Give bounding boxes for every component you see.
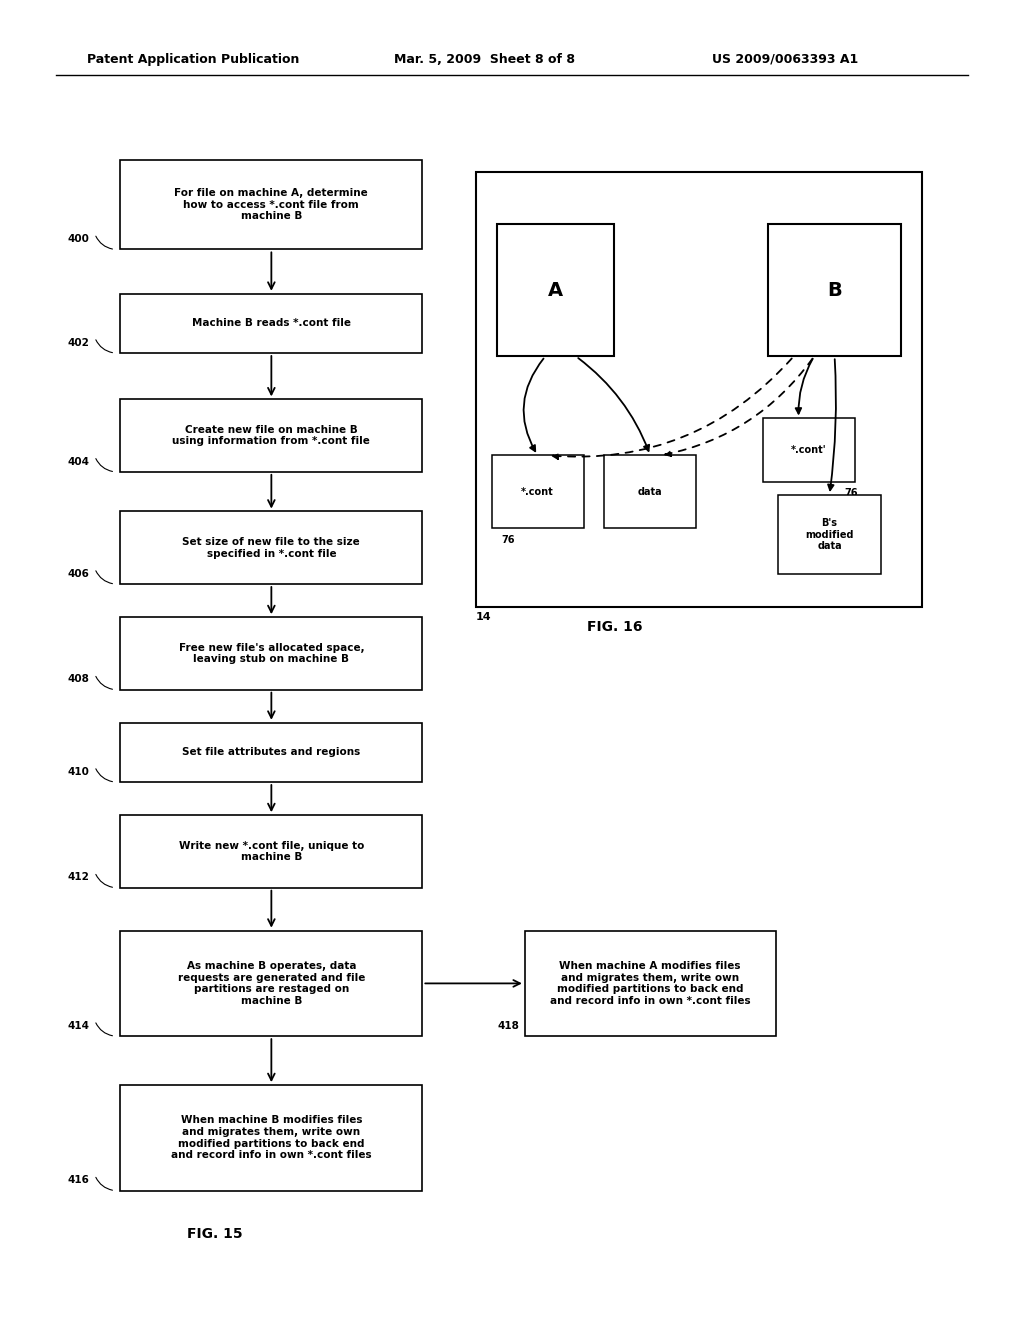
FancyArrowPatch shape [579, 358, 649, 451]
FancyBboxPatch shape [121, 293, 422, 352]
FancyBboxPatch shape [778, 495, 881, 574]
FancyBboxPatch shape [121, 399, 422, 471]
Text: 416: 416 [68, 1175, 90, 1185]
FancyBboxPatch shape [121, 816, 422, 888]
Text: 414: 414 [68, 1020, 90, 1031]
FancyBboxPatch shape [768, 224, 901, 356]
Text: When machine B modifies files
and migrates them, write own
modified partitions t: When machine B modifies files and migrat… [171, 1115, 372, 1160]
FancyBboxPatch shape [121, 511, 422, 583]
FancyBboxPatch shape [497, 224, 614, 356]
Text: When machine A modifies files
and migrates them, write own
modified partitions t: When machine A modifies files and migrat… [550, 961, 751, 1006]
Text: Free new file's allocated space,
leaving stub on machine B: Free new file's allocated space, leaving… [178, 643, 365, 664]
Text: FIG. 16: FIG. 16 [587, 620, 642, 634]
FancyBboxPatch shape [121, 160, 422, 249]
Text: B's
modified
data: B's modified data [805, 517, 854, 552]
FancyBboxPatch shape [121, 723, 422, 781]
Text: Patent Application Publication: Patent Application Publication [87, 53, 299, 66]
Text: 76: 76 [502, 535, 515, 545]
Text: 76: 76 [845, 488, 858, 499]
Text: Set size of new file to the size
specified in *.cont file: Set size of new file to the size specifi… [182, 537, 360, 558]
Text: 402: 402 [68, 338, 90, 347]
FancyArrowPatch shape [666, 359, 812, 455]
Text: *.cont: *.cont [521, 487, 554, 496]
Text: 408: 408 [68, 675, 90, 685]
Text: US 2009/0063393 A1: US 2009/0063393 A1 [712, 53, 858, 66]
Text: 400: 400 [68, 234, 90, 244]
FancyArrowPatch shape [828, 359, 836, 490]
FancyBboxPatch shape [524, 931, 776, 1036]
FancyArrowPatch shape [523, 359, 544, 451]
Text: *.cont': *.cont' [792, 445, 826, 455]
FancyBboxPatch shape [121, 1085, 422, 1191]
Text: 404: 404 [68, 457, 90, 466]
Text: Create new file on machine B
using information from *.cont file: Create new file on machine B using infor… [172, 425, 371, 446]
Text: data: data [638, 487, 663, 496]
Text: FIG. 15: FIG. 15 [187, 1228, 243, 1241]
Text: 14: 14 [476, 612, 492, 623]
FancyBboxPatch shape [121, 931, 422, 1036]
FancyArrowPatch shape [796, 359, 813, 413]
Text: A: A [548, 281, 563, 300]
Text: Machine B reads *.cont file: Machine B reads *.cont file [191, 318, 351, 329]
Text: B: B [827, 281, 842, 300]
Text: 412: 412 [68, 873, 90, 883]
FancyBboxPatch shape [492, 455, 584, 528]
Text: Set file attributes and regions: Set file attributes and regions [182, 747, 360, 758]
Text: 406: 406 [68, 569, 90, 578]
FancyBboxPatch shape [476, 172, 922, 607]
Text: 418: 418 [498, 1020, 519, 1031]
Text: As machine B operates, data
requests are generated and file
partitions are resta: As machine B operates, data requests are… [178, 961, 365, 1006]
FancyArrowPatch shape [553, 359, 792, 459]
FancyBboxPatch shape [763, 418, 855, 482]
FancyBboxPatch shape [121, 618, 422, 689]
Text: Mar. 5, 2009  Sheet 8 of 8: Mar. 5, 2009 Sheet 8 of 8 [394, 53, 575, 66]
Text: Write new *.cont file, unique to
machine B: Write new *.cont file, unique to machine… [178, 841, 365, 862]
Text: 410: 410 [68, 767, 90, 776]
Text: For file on machine A, determine
how to access *.cont file from
machine B: For file on machine A, determine how to … [174, 187, 369, 222]
FancyBboxPatch shape [604, 455, 696, 528]
